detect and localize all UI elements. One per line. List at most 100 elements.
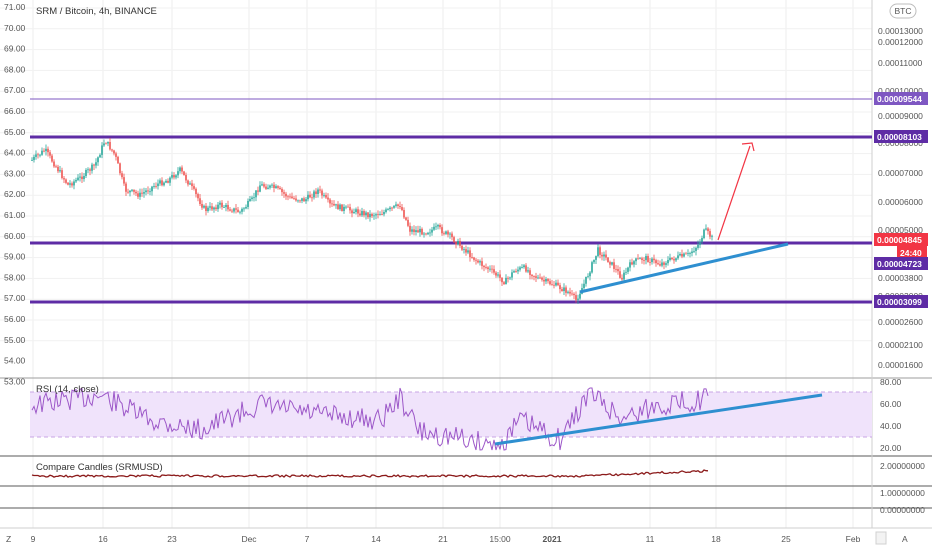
auto-scale-icon[interactable]: A bbox=[902, 534, 908, 544]
candle-body bbox=[431, 229, 433, 233]
candle-body bbox=[413, 229, 415, 233]
candle-body bbox=[675, 258, 677, 261]
candle-body bbox=[215, 207, 217, 210]
candle-body bbox=[313, 191, 315, 198]
price-tag[interactable] bbox=[897, 246, 927, 259]
candle-body bbox=[449, 233, 451, 235]
symbol-title[interactable]: SRM / Bitcoin, 4h, BINANCE bbox=[36, 6, 157, 17]
candle-body bbox=[589, 272, 591, 277]
left-price-axis[interactable]: 71.00 70.00 69.00 68.00 67.00 66.00 65.00 64.00… bbox=[4, 2, 26, 386]
rsi-legend[interactable]: RSI (14, close) bbox=[36, 384, 99, 395]
candle-body bbox=[467, 250, 469, 253]
candle-body bbox=[397, 204, 399, 206]
candle-body bbox=[103, 143, 105, 146]
candle-body bbox=[447, 231, 449, 235]
candle-body bbox=[405, 217, 407, 220]
price-tag[interactable] bbox=[874, 233, 928, 246]
time-axis-label: 25 bbox=[781, 534, 791, 544]
candle-body bbox=[591, 262, 593, 273]
candle-body bbox=[333, 203, 335, 206]
compare-axis[interactable]: 2.00000000 1.00000000 0.00000000 bbox=[880, 461, 925, 515]
candle-body bbox=[551, 284, 553, 286]
candle-body bbox=[225, 204, 227, 208]
candle-body bbox=[677, 255, 679, 259]
candle-body bbox=[99, 154, 101, 158]
candle-body bbox=[707, 228, 709, 232]
candle-body bbox=[631, 262, 633, 265]
price-tag[interactable] bbox=[874, 295, 928, 308]
projection-arrow[interactable] bbox=[717, 145, 751, 241]
trendline-rsi[interactable] bbox=[494, 393, 823, 446]
left-axis-label: 66.00 bbox=[4, 106, 26, 116]
candle-body bbox=[699, 241, 701, 245]
rsi-axis[interactable]: 80.00 60.00 40.00 20.00 bbox=[880, 377, 902, 453]
candle-body bbox=[287, 196, 289, 198]
candle-body bbox=[119, 163, 121, 174]
candle-body bbox=[105, 143, 107, 145]
candle-body bbox=[321, 190, 323, 196]
candle-body bbox=[517, 269, 519, 272]
left-axis-label: 59.00 bbox=[4, 252, 26, 262]
candle-body bbox=[221, 202, 223, 208]
candle-body bbox=[695, 247, 697, 251]
candle-body bbox=[357, 209, 359, 214]
right-axis-label: 0.00013000 bbox=[878, 26, 923, 36]
currency-badge[interactable]: BTC bbox=[895, 6, 912, 16]
candle-body bbox=[575, 295, 577, 300]
candle-body bbox=[621, 277, 623, 280]
candle-body bbox=[205, 205, 207, 212]
candle-body bbox=[153, 185, 155, 187]
candle-body bbox=[387, 209, 389, 210]
candle-body bbox=[241, 208, 243, 212]
candle-body bbox=[495, 272, 497, 276]
candle-body bbox=[209, 206, 211, 208]
left-axis-label: 71.00 bbox=[4, 2, 26, 12]
timezone-toggle-icon[interactable]: Z bbox=[6, 534, 11, 544]
candle-body bbox=[277, 186, 279, 188]
candle-body bbox=[381, 214, 383, 215]
candle-body bbox=[701, 238, 703, 242]
candle-body bbox=[463, 249, 465, 250]
price-tag[interactable] bbox=[874, 92, 928, 105]
price-tag[interactable] bbox=[874, 130, 928, 143]
candle-body bbox=[599, 247, 601, 255]
candle-body bbox=[269, 185, 271, 188]
currency-badge-frame[interactable] bbox=[889, 3, 917, 19]
candle-body bbox=[77, 177, 79, 181]
candle-body bbox=[353, 211, 355, 214]
scale-settings-icon[interactable] bbox=[875, 531, 887, 545]
left-axis-label: 64.00 bbox=[4, 148, 26, 158]
candle-body bbox=[565, 287, 567, 293]
left-axis-label: 63.00 bbox=[4, 168, 26, 178]
candle-body bbox=[151, 186, 153, 192]
trendline-price[interactable] bbox=[579, 242, 789, 294]
candle-body bbox=[605, 254, 607, 258]
candle-body bbox=[171, 175, 173, 178]
candle-body bbox=[703, 229, 705, 239]
candle-body bbox=[81, 176, 83, 180]
candle-body bbox=[559, 285, 561, 290]
candle-body bbox=[55, 166, 57, 168]
left-axis-label: 61.00 bbox=[4, 210, 26, 220]
candle-body bbox=[49, 152, 51, 156]
time-axis[interactable]: 9 16 23 Dec 7 14 21 15:00 2021 11 18 25 Feb bbox=[31, 534, 861, 544]
compare-legend[interactable]: Compare Candles (SRMUSD) bbox=[36, 462, 163, 473]
candle-body bbox=[195, 188, 197, 195]
candle-body bbox=[585, 276, 587, 284]
candle-body bbox=[101, 145, 103, 155]
candle-body bbox=[87, 169, 89, 171]
candle-body bbox=[239, 211, 241, 213]
right-axis-label: 0.00007000 bbox=[878, 168, 923, 178]
candle-body bbox=[543, 279, 545, 282]
candle-body bbox=[173, 175, 175, 178]
price-tag[interactable] bbox=[874, 257, 928, 270]
candle-body bbox=[193, 186, 195, 189]
candle-body bbox=[69, 183, 71, 185]
candle-body bbox=[135, 191, 137, 194]
candle-body bbox=[91, 164, 93, 171]
candle-body bbox=[521, 267, 523, 268]
candle-body bbox=[415, 230, 417, 233]
price-tag-label: 0.00003099 bbox=[877, 297, 922, 307]
candle-body bbox=[511, 272, 513, 278]
